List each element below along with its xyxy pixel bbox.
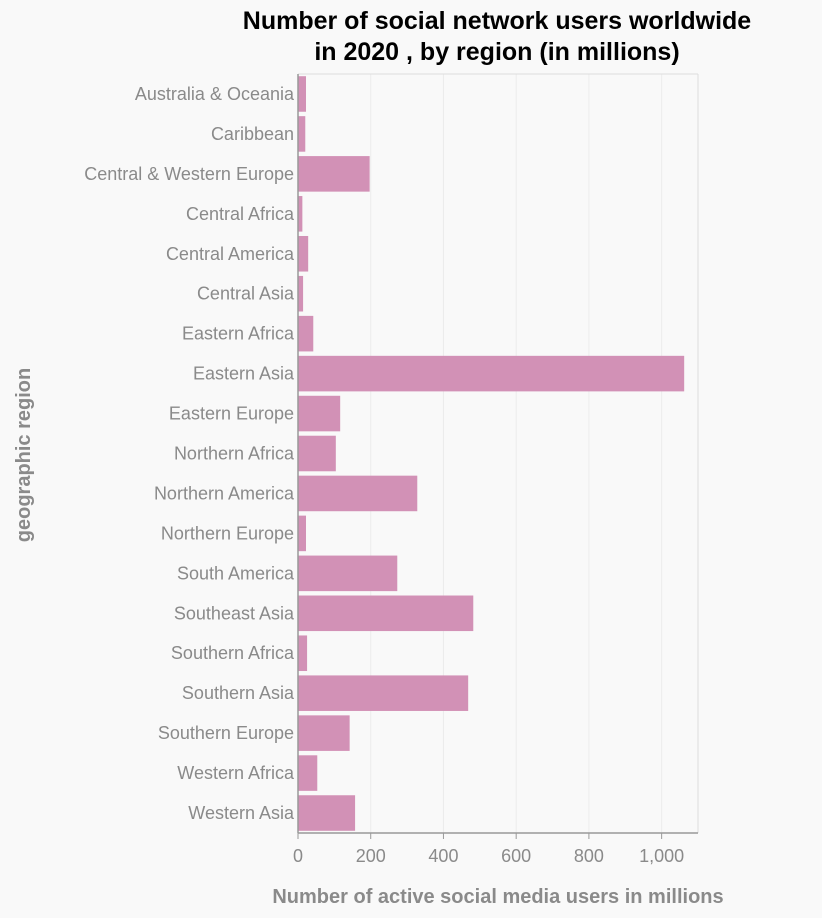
bar <box>298 196 303 232</box>
bar <box>298 435 336 472</box>
bar <box>298 235 309 272</box>
y-tick-label: Western Africa <box>177 763 295 783</box>
chart-title: Number of social network users worldwide… <box>243 7 752 66</box>
y-tick-label: Central & Western Europe <box>84 164 294 184</box>
bar <box>298 76 306 112</box>
bar <box>298 755 318 791</box>
x-tick-label: 0 <box>293 846 303 866</box>
y-tick-label: Caribbean <box>211 124 294 144</box>
y-tick-label: South America <box>177 563 295 583</box>
bar <box>298 635 308 672</box>
axes <box>297 73 699 839</box>
bar <box>298 675 469 711</box>
y-tick-label: Northern Africa <box>174 444 295 464</box>
bar <box>298 515 306 552</box>
y-tick-label: Central Asia <box>197 284 295 304</box>
bar <box>298 595 474 632</box>
x-tick-label: 200 <box>356 846 386 866</box>
y-tick-label: Central Africa <box>186 204 295 224</box>
bar <box>298 156 370 192</box>
bar <box>298 715 350 751</box>
x-tick-label: 800 <box>574 846 604 866</box>
y-tick-label: Southern Europe <box>158 723 294 743</box>
bar <box>298 395 341 432</box>
bar <box>298 116 306 152</box>
y-tick-label: Australia & Oceania <box>135 84 295 104</box>
y-tick-label: Southern Africa <box>171 643 295 663</box>
bar <box>298 355 685 392</box>
bar <box>298 555 398 592</box>
y-tick-label: Western Asia <box>188 803 295 823</box>
y-tick-label: Southeast Asia <box>174 603 295 623</box>
y-tick-label: Southern Asia <box>182 683 295 703</box>
y-tick-label: Central America <box>166 244 295 264</box>
y-tick-label: Eastern Africa <box>182 324 295 344</box>
y-axis-title: geographic region <box>13 368 35 542</box>
x-tick-label: 600 <box>501 846 531 866</box>
y-tick-label: Eastern Asia <box>193 364 295 384</box>
bar <box>298 795 356 831</box>
chart-title-line-1: Number of social network users worldwide <box>243 7 752 35</box>
x-tick-label: 400 <box>428 846 458 866</box>
x-tick-labels: 0 200 400 600 800 1,000 <box>293 846 684 866</box>
y-tick-label: Northern Europe <box>161 523 294 543</box>
category-labels: Australia & Oceania Caribbean Central & We… <box>84 84 295 823</box>
chart-title-line-2: in 2020 , by region (in millions) <box>314 38 679 66</box>
bar <box>298 315 314 352</box>
x-tick-label: 1,000 <box>639 846 684 866</box>
bars <box>298 76 685 831</box>
bar <box>298 275 304 312</box>
y-tick-label: Eastern Europe <box>169 404 294 424</box>
y-tick-label: Northern America <box>154 483 295 503</box>
x-axis-title: Number of active social media users in m… <box>272 886 723 908</box>
bar <box>298 475 418 512</box>
gridlines <box>370 74 663 833</box>
